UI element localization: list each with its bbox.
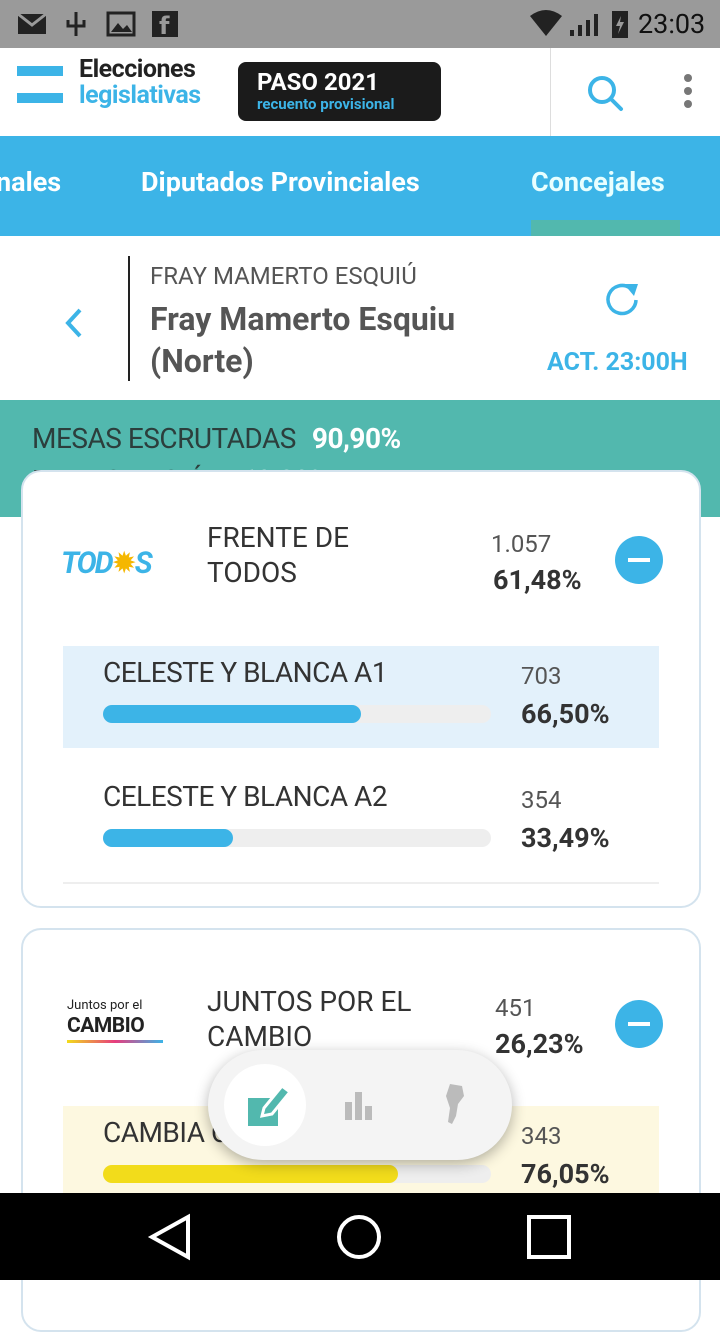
list-name: CELESTE Y BLANCA A2 [103, 780, 388, 813]
list-share: 33,49% [521, 822, 610, 854]
logo-text: CAMBIO [67, 1014, 145, 1038]
party-share: 61,48% [493, 564, 582, 596]
logo-text: S [134, 546, 153, 581]
progress-track [103, 1165, 491, 1183]
brand-flag [17, 66, 63, 103]
list-name: CAMBIA C [103, 1116, 229, 1149]
clock: 23:03 [638, 8, 706, 40]
app-header: Elecciones legislativas PASO 2021 recuen… [0, 48, 720, 137]
back-button[interactable] [62, 306, 86, 340]
nav-buttons [147, 1213, 571, 1261]
logo-stripe [67, 1040, 163, 1043]
party-card: TOD✹S FRENTE DE TODOS 1.057 61,48% CELESTE Y… [21, 470, 701, 908]
vote-icon[interactable] [242, 1080, 294, 1132]
list-row: CELESTE Y BLANCA A1 703 66,50% [63, 646, 659, 748]
party-votes: 1.057 [491, 530, 552, 558]
summary-value: 90,90% [311, 422, 401, 455]
location-name: Fray Mamerto Esquiu (Norte) [150, 300, 456, 380]
floating-nav [208, 1050, 512, 1160]
collapse-button[interactable] [615, 536, 663, 584]
list-votes: 343 [521, 1122, 562, 1150]
logo-text: Juntos por el [67, 998, 143, 1013]
party-logo: TOD✹S [61, 546, 153, 581]
brand-line-1: Elecciones [79, 55, 196, 84]
badge-subtitle: recuento provisional [257, 95, 395, 113]
refresh-button[interactable] [604, 280, 644, 320]
menu-button[interactable] [680, 72, 696, 112]
status-icons: f [17, 11, 178, 38]
tab[interactable]: Diputados Provinciales [141, 166, 420, 198]
progress-track [103, 705, 491, 723]
tab-indicator [531, 220, 680, 236]
recent-key[interactable] [527, 1215, 571, 1259]
results-icon[interactable] [342, 1088, 376, 1122]
svg-text:f: f [159, 12, 170, 38]
map-icon[interactable] [440, 1082, 470, 1126]
district: FRAY MAMERTO ESQUIÚ [150, 262, 417, 290]
divider [550, 48, 551, 136]
progress-bar [103, 705, 362, 723]
logo-sun: ✹ [111, 546, 137, 581]
tab[interactable]: nales [0, 166, 62, 198]
home-key[interactable] [337, 1215, 381, 1259]
logo-text: TOD [61, 546, 114, 581]
party-name: FRENTE DE TODOS [207, 521, 350, 589]
paso-badge: PASO 2021 recuento provisional [238, 62, 441, 121]
tab-bar: nales Diputados Provinciales Concejales [0, 136, 720, 236]
summary-row: MESAS ESCRUTADAS 90,90% [32, 422, 401, 455]
status-indicators [530, 10, 628, 38]
divider [128, 256, 130, 381]
summary-label: MESAS ESCRUTADAS [32, 422, 296, 455]
list-share: 66,50% [521, 698, 610, 730]
progress-track [103, 829, 491, 847]
list-row: CELESTE Y BLANCA A2 354 33,49% [63, 764, 659, 884]
tab[interactable]: Concejales [531, 166, 665, 198]
list-row: CAMBIA C 343 76,05% [63, 1106, 659, 1208]
party-name: JUNTOS POR EL CAMBIO [207, 985, 412, 1053]
back-key[interactable] [147, 1213, 190, 1261]
update-time: ACT. 23:00H [547, 348, 688, 377]
badge-title: PASO 2021 [257, 68, 380, 96]
brand-line-2: legislativas [79, 81, 201, 110]
progress-bar [103, 829, 233, 847]
system-nav [0, 1193, 720, 1280]
search-button[interactable] [586, 74, 626, 114]
list-votes: 354 [521, 786, 562, 814]
party-votes: 451 [495, 994, 536, 1022]
location-header: FRAY MAMERTO ESQUIÚ Fray Mamerto Esquiu … [0, 236, 720, 401]
party-share: 26,23% [495, 1028, 584, 1060]
list-name: CELESTE Y BLANCA A1 [103, 656, 388, 689]
status-bar: f 23:03 [0, 0, 720, 48]
list-votes: 703 [521, 662, 562, 690]
collapse-button[interactable] [615, 1000, 663, 1048]
list-share: 76,05% [521, 1158, 610, 1190]
progress-bar [103, 1165, 399, 1183]
